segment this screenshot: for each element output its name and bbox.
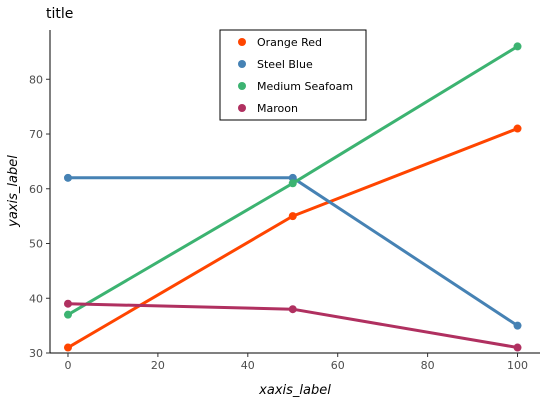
data-point-maroon <box>63 299 72 308</box>
legend-label-orange-red: Orange Red <box>257 36 322 49</box>
x-axis-title: xaxis_label <box>258 383 331 398</box>
series-group <box>63 42 522 352</box>
plot-area <box>49 30 540 354</box>
y-tick-label: 30 <box>29 347 43 360</box>
series-medium-seafoam <box>63 42 522 319</box>
data-point-orange-red <box>288 212 297 221</box>
x-tick-label: 80 <box>421 359 435 372</box>
data-point-orange-red <box>513 124 522 133</box>
data-point-maroon <box>288 305 297 314</box>
series-line-steel-blue <box>66 176 520 328</box>
series-orange-red <box>63 124 522 352</box>
data-point-steel-blue <box>63 173 72 182</box>
legend-marker-steel-blue <box>238 60 246 68</box>
legend-marker-maroon <box>238 104 246 112</box>
y-tick-label: 70 <box>29 128 43 141</box>
x-ticks: 0 20 40 60 80 100 <box>64 353 528 372</box>
legend-label-maroon: Maroon <box>257 102 298 115</box>
x-tick-label: 40 <box>241 359 255 372</box>
y-axis-title: yaxis_label <box>6 155 21 228</box>
data-point-orange-red <box>63 343 72 352</box>
series-maroon <box>63 299 522 352</box>
x-tick-label: 20 <box>151 359 165 372</box>
legend: Orange Red Steel Blue Medium Seafoam Maroon <box>219 29 367 121</box>
legend-marker-orange-red <box>238 38 246 46</box>
y-tick-label: 60 <box>29 183 43 196</box>
data-point-steel-blue <box>513 321 522 330</box>
legend-label-steel-blue: Steel Blue <box>257 58 313 71</box>
legend-label-medium-seafoam: Medium Seafoam <box>257 80 353 93</box>
data-point-medium-seafoam <box>513 42 522 51</box>
y-ticks: 30 40 50 60 70 80 <box>29 73 50 360</box>
data-point-medium-seafoam <box>288 179 297 188</box>
data-point-steel-blue <box>288 173 297 182</box>
series-steel-blue <box>63 173 522 330</box>
chart-title: title <box>46 6 73 22</box>
series-line-orange-red <box>66 127 520 350</box>
x-tick-label: 100 <box>507 359 528 372</box>
data-point-medium-seafoam <box>63 310 72 319</box>
data-point-maroon <box>513 343 522 352</box>
y-tick-label: 80 <box>29 73 43 86</box>
x-tick-label: 60 <box>331 359 345 372</box>
y-tick-label: 40 <box>29 292 43 305</box>
x-tick-label: 0 <box>64 359 71 372</box>
legend-marker-medium-seafoam <box>238 82 246 90</box>
y-tick-label: 50 <box>29 238 43 251</box>
